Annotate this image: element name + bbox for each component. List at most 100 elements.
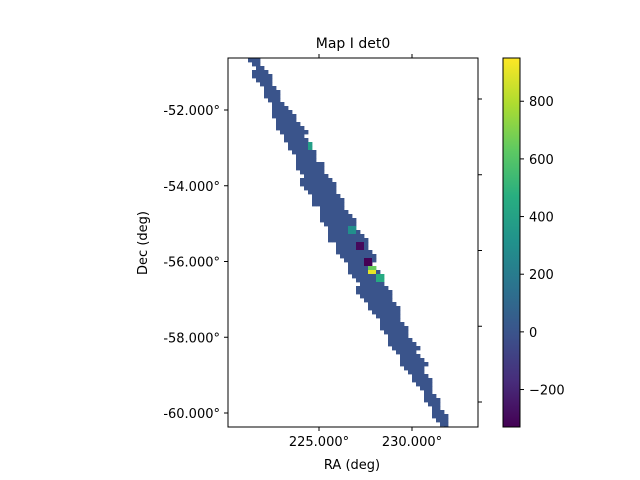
heatmap-cell	[388, 290, 393, 295]
heatmap-cell	[436, 418, 441, 423]
heatmap-cell	[328, 190, 333, 195]
heatmap-cell	[360, 282, 365, 287]
heatmap-cell	[420, 386, 425, 391]
heatmap-cell	[308, 150, 313, 155]
heatmap-cell	[300, 178, 305, 183]
heatmap-cell	[344, 214, 349, 219]
x-axis-ticks: 225.000° 230.000°	[289, 54, 442, 450]
colorbar-tick-label: −200	[529, 384, 565, 399]
heatmap-cell	[388, 342, 393, 347]
heatmap-cell	[416, 362, 421, 367]
heatmap-cell	[404, 354, 409, 359]
heatmap-cell	[320, 218, 325, 223]
heatmap-cell	[332, 206, 337, 211]
heatmap-cell	[292, 126, 297, 131]
heatmap-cell	[336, 234, 341, 239]
heatmap-cell	[256, 70, 261, 75]
heatmap-cell	[316, 194, 321, 199]
heatmap-cell	[372, 310, 377, 315]
heatmap-cell	[396, 314, 401, 319]
heatmap-cell	[380, 310, 385, 315]
heatmap-cell	[272, 94, 277, 99]
y-tick-label: -52.000°	[163, 104, 220, 119]
heatmap-cell	[352, 250, 357, 255]
heatmap-cell	[360, 266, 365, 271]
heatmap-cell	[352, 230, 357, 235]
heatmap-cell	[376, 290, 381, 295]
heatmap-cell	[284, 122, 289, 127]
heatmap-cell	[264, 90, 269, 95]
heatmap-cell	[360, 262, 365, 267]
heatmap-cell	[328, 226, 333, 231]
heatmap-cell	[412, 358, 417, 363]
heatmap-cell	[356, 274, 361, 279]
heatmap-cell	[344, 218, 349, 223]
heatmap-cell	[348, 226, 353, 231]
heatmap-cell	[440, 414, 445, 419]
heatmap-cell	[324, 186, 329, 191]
heatmap-cell	[388, 326, 393, 331]
heatmap-cell	[264, 94, 269, 99]
heatmap-cell	[348, 234, 353, 239]
heatmap-cell	[320, 214, 325, 219]
heatmap-cell	[352, 254, 357, 259]
heatmap-cell	[300, 130, 305, 135]
heatmap-cell	[432, 406, 437, 411]
heatmap-cell	[432, 410, 437, 415]
heatmap-cell	[436, 398, 441, 403]
heatmap-cell	[352, 258, 357, 263]
heatmap-cell	[300, 146, 305, 151]
heatmap-cell	[392, 310, 397, 315]
x-tick-label: 225.000°	[289, 435, 349, 450]
heatmap-cell	[264, 70, 269, 75]
heatmap-cell	[312, 194, 317, 199]
heatmap-cell	[288, 122, 293, 127]
heatmap-cell	[272, 114, 277, 119]
heatmap-cell	[336, 198, 341, 203]
heatmap-cell	[376, 294, 381, 299]
heatmap-cell	[364, 286, 369, 291]
heatmap-cell	[424, 374, 429, 379]
heatmap-cell	[444, 414, 449, 419]
heatmap-cell	[428, 394, 433, 399]
heatmap-cell	[360, 246, 365, 251]
heatmap-cell	[320, 198, 325, 203]
heatmap-cell	[344, 246, 349, 251]
heatmap-cell	[300, 142, 305, 147]
heatmap-cell	[324, 214, 329, 219]
heatmap-cell	[392, 326, 397, 331]
heatmap-cell	[268, 98, 273, 103]
heatmap-cell	[356, 254, 361, 259]
heatmap-cell	[372, 274, 377, 279]
heatmap-cell	[324, 202, 329, 207]
heatmap-cell	[344, 222, 349, 227]
heatmap-cell	[304, 154, 309, 159]
heatmap-cell	[384, 306, 389, 311]
heatmap-cell	[292, 150, 297, 155]
heatmap-cell	[360, 290, 365, 295]
heatmap-cell	[356, 238, 361, 243]
heatmap-cell	[336, 206, 341, 211]
heatmap-cell	[400, 342, 405, 347]
heatmap-cell	[280, 130, 285, 135]
heatmap-cell	[340, 222, 345, 227]
heatmap-cell	[268, 82, 273, 87]
heatmap-cell	[320, 182, 325, 187]
heatmap-cell	[352, 270, 357, 275]
heatmap-cell	[356, 234, 361, 239]
heatmap-cell	[440, 410, 445, 415]
heatmap-cell	[432, 394, 437, 399]
heatmap-cell	[300, 150, 305, 155]
heatmap-cell	[428, 402, 433, 407]
heatmap-cell	[264, 78, 269, 83]
heatmap-cell	[368, 294, 373, 299]
heatmap-cell	[404, 346, 409, 351]
heatmap-cell	[348, 214, 353, 219]
heatmap-cell	[364, 274, 369, 279]
heatmap-cell	[364, 290, 369, 295]
heatmap-cell	[376, 302, 381, 307]
heatmap-cell	[260, 78, 265, 83]
x-tick-label: 230.000°	[382, 435, 442, 450]
heatmap-cell	[264, 74, 269, 79]
heatmap-cell	[308, 146, 313, 151]
